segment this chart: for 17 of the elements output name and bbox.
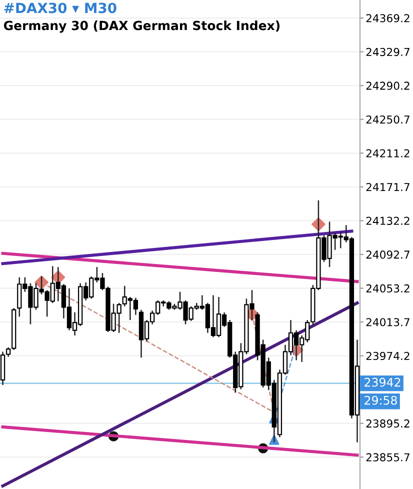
ref-line-label: 23942 — [364, 378, 400, 387]
y-tick-label: 24290.2 — [366, 82, 410, 90]
y-tick-label: 23974.2 — [366, 352, 410, 360]
y-tick-label: 24053.2 — [366, 284, 410, 293]
y-tick-label: 24369.2 — [366, 14, 410, 22]
y-tick-label: 23855.7 — [366, 453, 410, 462]
text: Germany 30 (DAX German Stock Index) — [4, 20, 280, 33]
y-tick-label: 24250.7 — [366, 115, 410, 124]
y-tick-label: 23895.2 — [366, 419, 410, 428]
y-tick-label: 24013.7 — [366, 318, 410, 326]
y-tick-label: 24132.2 — [366, 216, 410, 225]
y-tick-label: 24171.7 — [366, 182, 410, 192]
text: 29:58 — [364, 396, 397, 405]
chart-title: #DAX30 ▾ M30 — [4, 2, 116, 14]
y-tick-label: 24211.2 — [366, 149, 410, 158]
y-tick-label: 24329.7 — [366, 48, 410, 56]
y-tick-label: 24092.7 — [366, 250, 410, 259]
